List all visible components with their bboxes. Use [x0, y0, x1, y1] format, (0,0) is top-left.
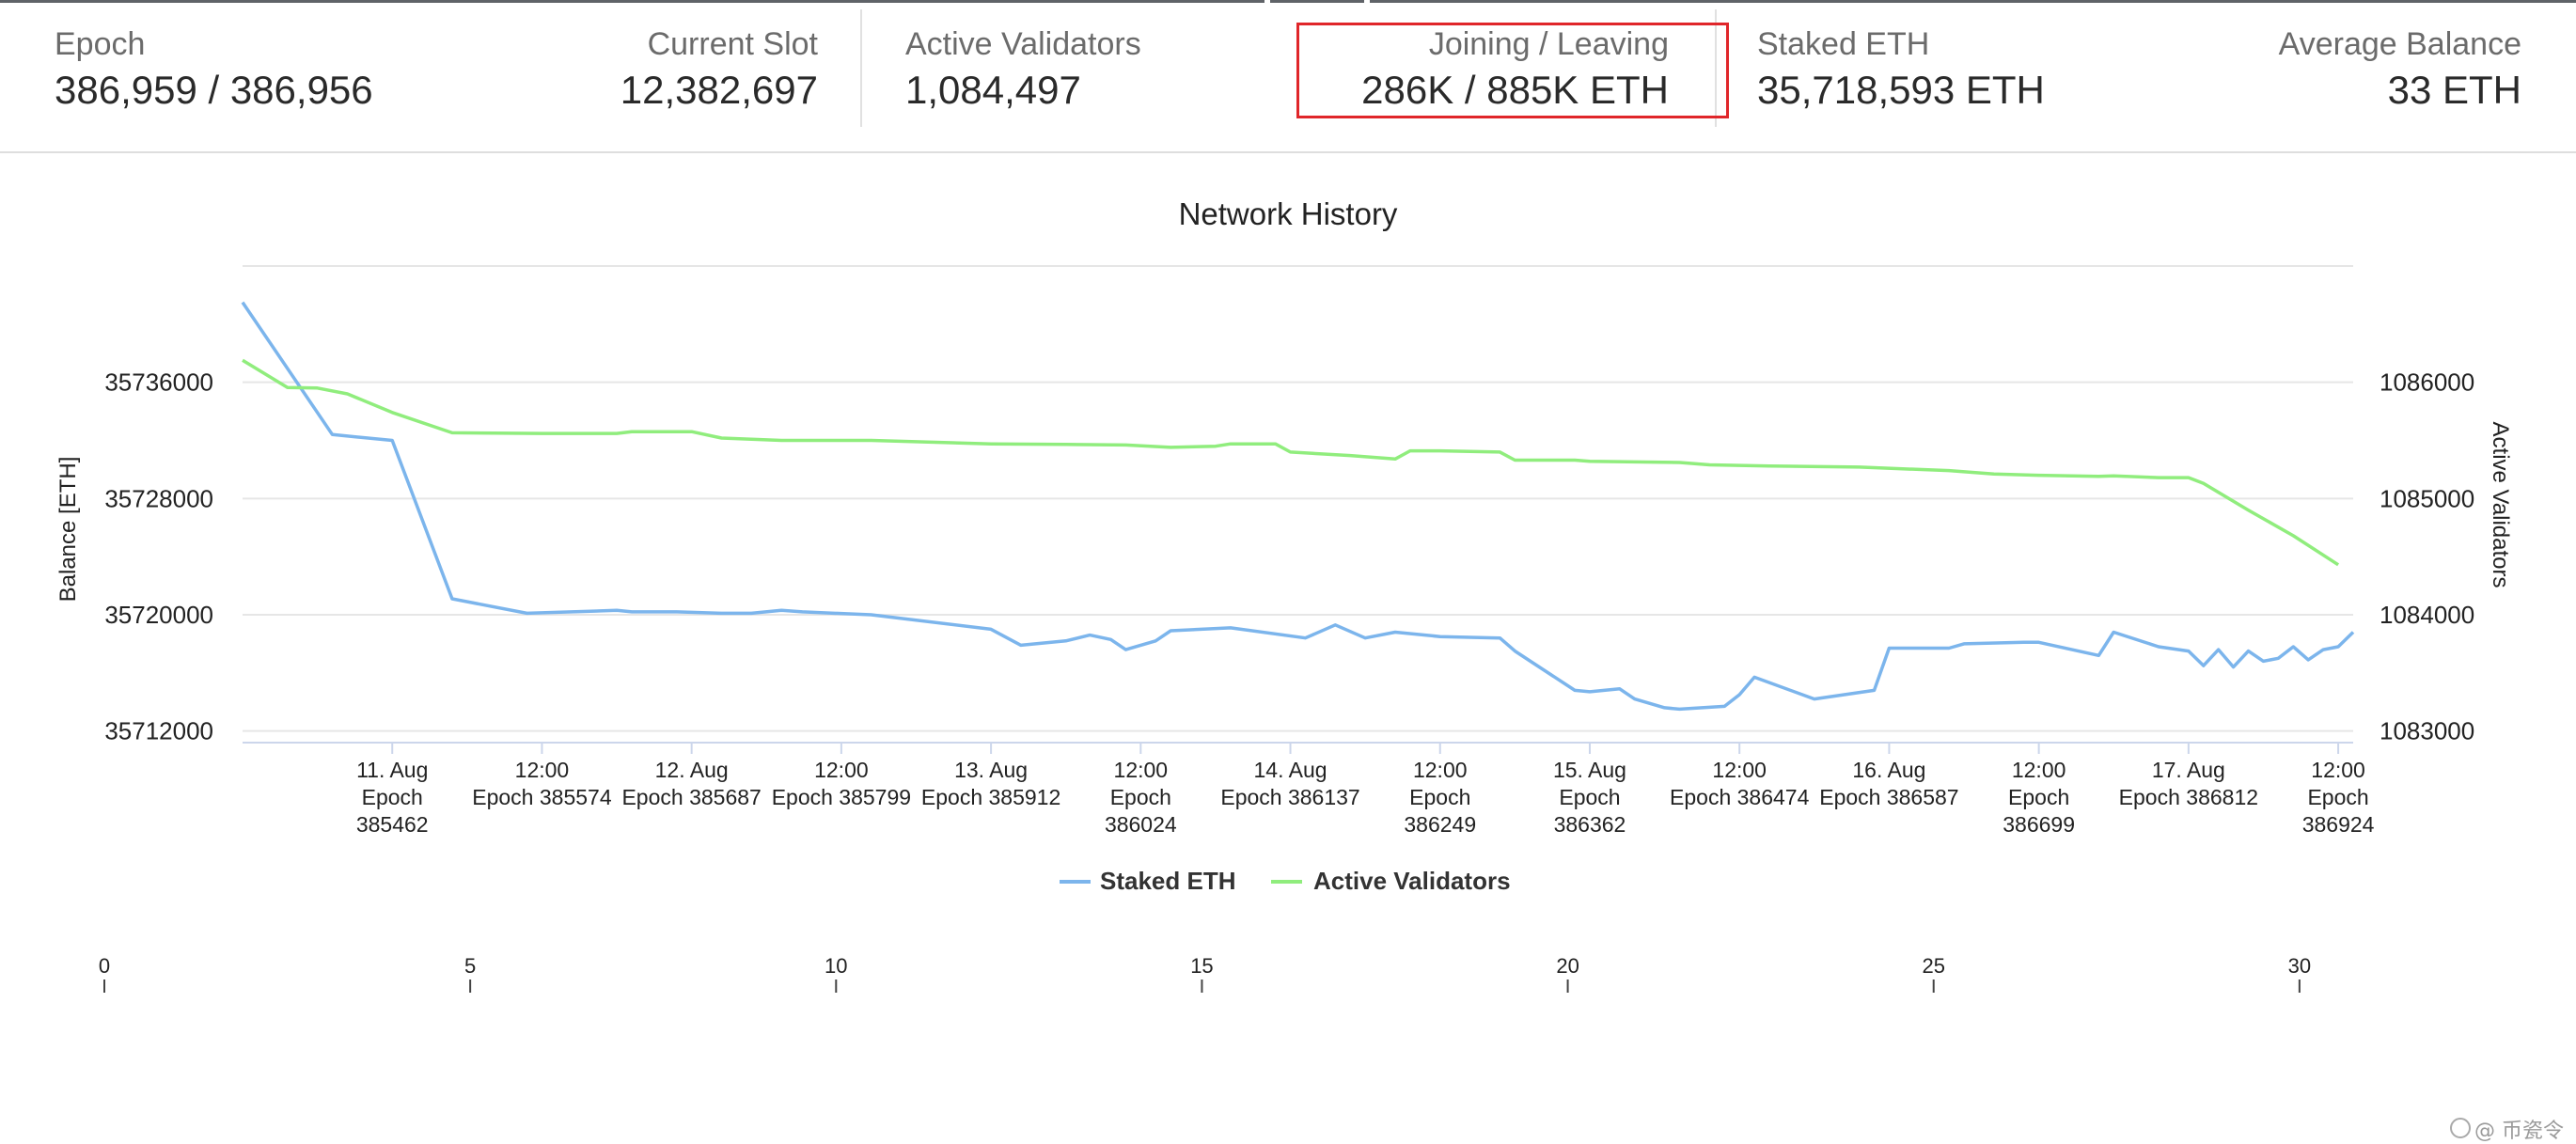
stat-divider: [860, 9, 862, 127]
x-tick-label: Epoch 385799: [772, 785, 911, 809]
highlight-box: [1296, 23, 1729, 118]
stat-value: 35,718,593 ETH: [1757, 68, 2045, 112]
stat-current-slot: Current Slot 12,382,697: [564, 0, 818, 153]
x-tick-label: Epoch: [2008, 785, 2069, 809]
secondary-axis-tick-label: 15: [1190, 954, 1213, 978]
x-tick-label: 386924: [2302, 812, 2375, 837]
legend-label-staked-eth: Staked ETH: [1100, 867, 1236, 895]
x-tick-label: Epoch 386137: [1220, 785, 1359, 809]
x-tick-label: Epoch: [1409, 785, 1470, 809]
top-rule: [1270, 0, 1364, 3]
x-tick-label: 17. Aug: [2152, 758, 2225, 782]
top-rule: [1370, 0, 2576, 3]
y-left-tick-label: 35728000: [104, 484, 213, 512]
x-tick-label: 386362: [1554, 812, 1626, 837]
stat-active-validators: Active Validators 1,084,497: [905, 0, 1216, 153]
x-tick-label: 12:00: [2311, 758, 2365, 782]
y-right-tick-label: 1083000: [2380, 717, 2474, 745]
x-tick-label: 12:00: [515, 758, 570, 782]
watermark-icon: [2450, 1118, 2471, 1138]
x-tick-label: 12. Aug: [655, 758, 729, 782]
stat-label: Epoch: [55, 26, 146, 62]
x-tick-label: 13. Aug: [954, 758, 1028, 782]
stat-epoch: Epoch 386,959 / 386,956: [55, 0, 412, 153]
y-axis-left-title: Balance [ETH]: [55, 457, 81, 603]
watermark: @ 币瓷令: [2474, 1120, 2564, 1143]
secondary-axis-tick-label: 5: [464, 954, 476, 978]
x-tick-label: Epoch: [2307, 785, 2368, 809]
stat-average-balance: Average Balance 33 ETH: [2209, 0, 2521, 153]
y-left-tick-label: 35736000: [104, 368, 213, 397]
x-tick-label: 12:00: [814, 758, 869, 782]
series-line-active-validators: [242, 358, 2340, 567]
stat-value: 286K / 885K ETH: [1361, 68, 1669, 112]
x-tick-label: 386699: [2003, 812, 2075, 837]
x-tick-label: 11. Aug: [356, 758, 428, 782]
x-tick-label: Epoch 386587: [1819, 785, 1958, 809]
x-tick-label: Epoch 385687: [621, 785, 761, 809]
legend-label-active-validators: Active Validators: [1313, 867, 1511, 895]
x-tick-label: Epoch: [1559, 785, 1620, 809]
x-tick-label: 385462: [356, 812, 429, 837]
stat-label: Current Slot: [647, 26, 818, 62]
y-axis-right: 1083000 1084000 1085000 1086000: [2380, 368, 2474, 745]
x-tick-label: Epoch: [1110, 785, 1171, 809]
x-tick-label: Epoch 385574: [472, 785, 612, 809]
legend-item-active-validators[interactable]: Active Validators: [1271, 867, 1511, 895]
secondary-axis-tick-label: 20: [1556, 954, 1579, 978]
stat-divider: [1715, 9, 1717, 127]
x-tick-label: 12:00: [1712, 758, 1767, 782]
stat-label: Staked ETH: [1757, 26, 1930, 62]
y-right-tick-label: 1085000: [2380, 484, 2474, 512]
stat-value: 386,959 / 386,956: [55, 68, 373, 112]
legend: Staked ETH Active Validators: [1060, 867, 1511, 895]
x-tick-label: Epoch 385912: [921, 785, 1060, 809]
x-tick-label: 12:00: [1114, 758, 1169, 782]
secondary-axis-tick-label: 25: [1922, 954, 1944, 978]
x-tick-label: 12:00: [1413, 758, 1468, 782]
y-axis-right-title: Active Validators: [2488, 422, 2513, 588]
secondary-axis: 0 5 10 15 20 25 30: [99, 954, 2311, 993]
stat-joining-leaving: Joining / Leaving 286K / 885K ETH: [1316, 0, 1669, 153]
x-tick-label: Epoch: [362, 785, 423, 809]
y-right-tick-label: 1086000: [2380, 368, 2474, 397]
network-history-chart: Network History 35712000 35720000 35728000…: [0, 153, 2576, 1143]
x-tick-label: 386249: [1404, 812, 1476, 837]
x-tick-label: Epoch 386474: [1670, 785, 1810, 809]
stat-value: 12,382,697: [620, 68, 818, 112]
grid: [243, 265, 2353, 732]
y-left-tick-label: 35720000: [104, 601, 213, 629]
secondary-axis-tick-label: 30: [2288, 954, 2311, 978]
x-tick-label: Epoch 386812: [2119, 785, 2258, 809]
y-left-tick-label: 35712000: [104, 717, 213, 745]
top-rule: [0, 0, 1264, 3]
x-tick-label: 12:00: [2012, 758, 2066, 782]
series-line-staked-eth: [241, 301, 2355, 712]
stat-value: 33 ETH: [2387, 68, 2521, 112]
chart-svg: Network History 35712000 35720000 35728000…: [55, 196, 2513, 993]
y-axis-left: 35712000 35720000 35728000 35736000: [104, 368, 213, 745]
series-group: [241, 301, 2355, 712]
x-tick-label: 15. Aug: [1553, 758, 1626, 782]
y-right-tick-label: 1084000: [2380, 601, 2474, 629]
chart-title: Network History: [1179, 196, 1398, 231]
stat-label: Average Balance: [2278, 26, 2521, 62]
stat-label: Active Validators: [905, 26, 1141, 62]
x-tick-label: 386024: [1105, 812, 1177, 837]
secondary-axis-tick-label: 10: [825, 954, 847, 978]
x-tick-label: 14. Aug: [1254, 758, 1327, 782]
stat-staked-eth: Staked ETH 35,718,593 ETH: [1757, 0, 2096, 153]
x-axis: 11. Aug Epoch 385462 12:00 Epoch 385574 12. A…: [243, 742, 2375, 837]
stat-value: 1,084,497: [905, 68, 1081, 112]
legend-item-staked-eth[interactable]: Staked ETH: [1060, 867, 1236, 895]
x-tick-label: 16. Aug: [1852, 758, 1925, 782]
stats-bar: Epoch 386,959 / 386,956 Current Slot 12,…: [0, 0, 2576, 153]
secondary-axis-tick-label: 0: [99, 954, 110, 978]
stat-label: Joining / Leaving: [1428, 26, 1669, 62]
